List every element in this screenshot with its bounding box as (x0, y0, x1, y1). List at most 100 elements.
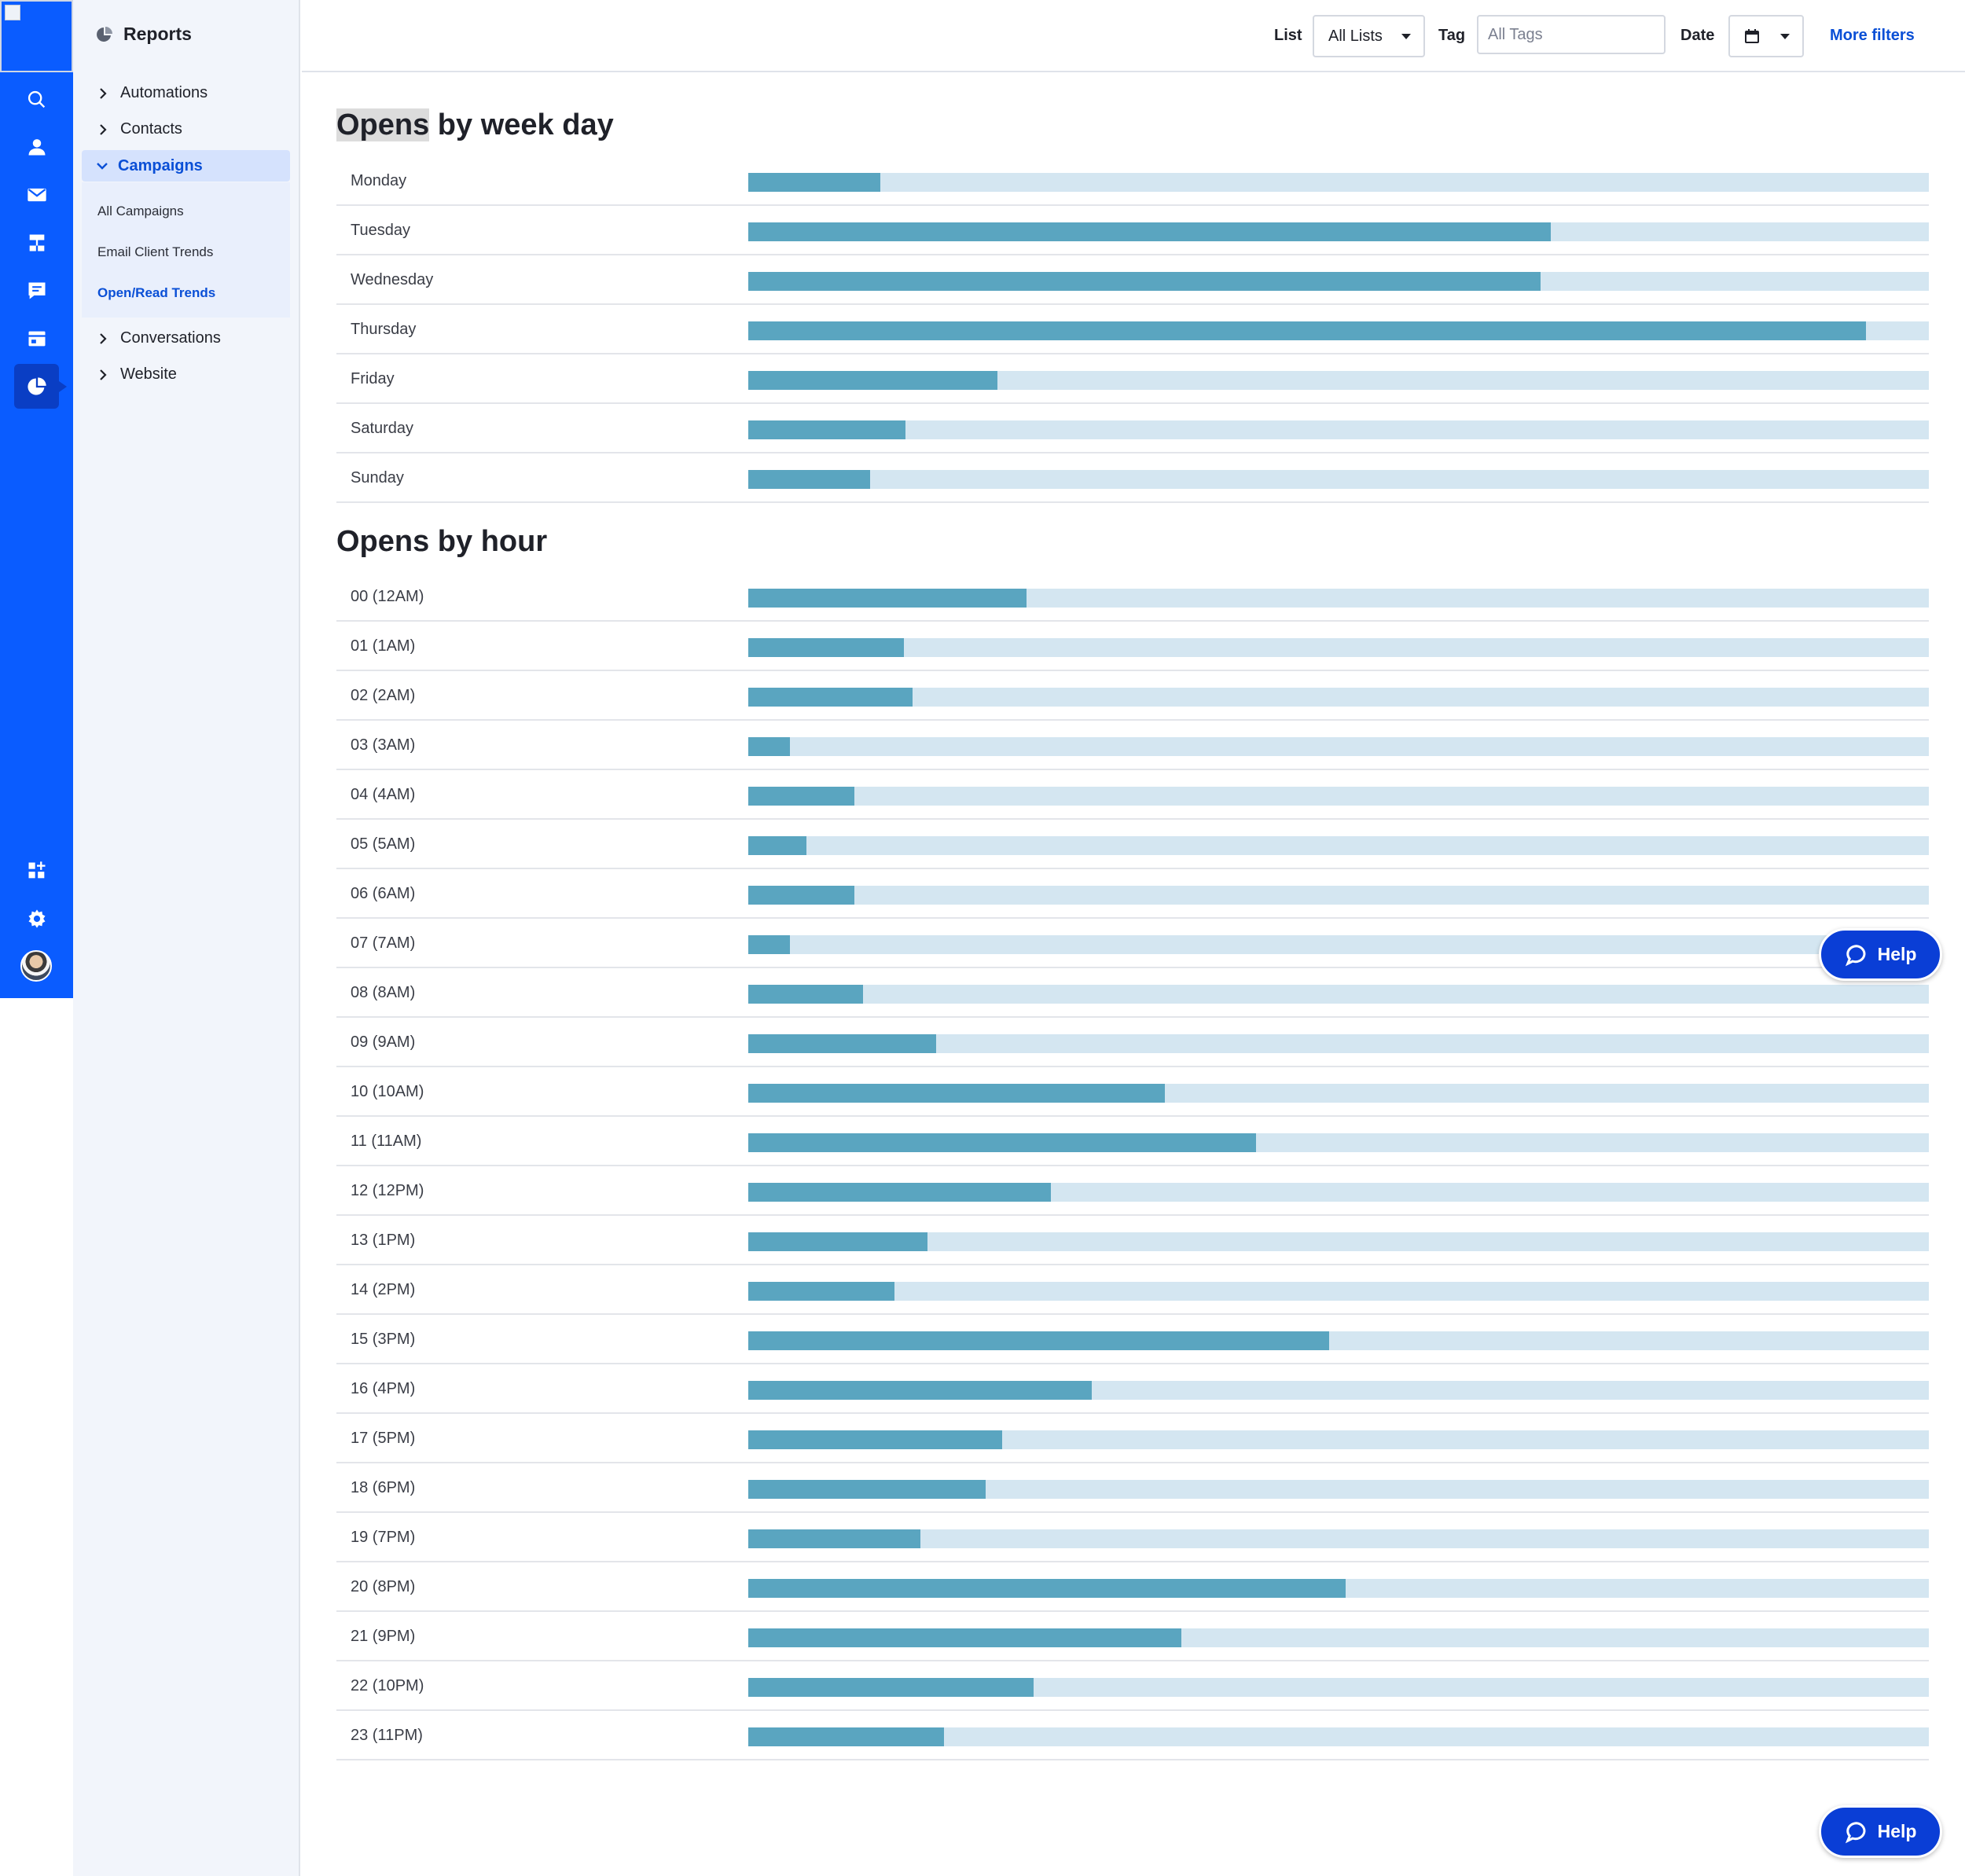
left-rail (0, 0, 73, 998)
avatar[interactable] (20, 950, 52, 982)
automations-icon[interactable] (14, 220, 59, 265)
bar-track (748, 1480, 1929, 1499)
bar-track (748, 321, 1929, 340)
bar-track (748, 1628, 1929, 1647)
bar-label: Wednesday (351, 271, 434, 288)
settings-icon[interactable] (14, 896, 59, 941)
bar-track (748, 1579, 1929, 1598)
bar-label: 21 (9PM) (351, 1628, 416, 1645)
help-button[interactable]: Help (1819, 928, 1942, 981)
bar-track (748, 737, 1929, 756)
sidebar-item-contacts[interactable]: Contacts (97, 120, 182, 138)
contacts-icon[interactable] (14, 124, 59, 169)
list-filter-label: List (1274, 27, 1302, 44)
bar-row: Wednesday (336, 255, 1929, 305)
bar-row: Thursday (336, 305, 1929, 354)
bar-fill (748, 1331, 1329, 1350)
sidebar-item-label: Contacts (120, 120, 182, 138)
bar-fill (748, 1727, 945, 1746)
bar-label: 19 (7PM) (351, 1529, 416, 1546)
bar-label: 04 (4AM) (351, 786, 416, 803)
bar-track (748, 1183, 1929, 1202)
bar-fill (748, 836, 806, 855)
bar-track (748, 1529, 1929, 1548)
chevron-down-icon (97, 163, 108, 170)
tag-input[interactable] (1477, 15, 1666, 54)
bar-fill (748, 1183, 1051, 1202)
bar-fill (748, 321, 1867, 340)
bar-fill (748, 1034, 936, 1053)
list-select[interactable]: All Lists (1313, 15, 1425, 57)
bar-row: 00 (12AM) (336, 572, 1929, 622)
bar-track (748, 935, 1929, 954)
bar-row: 22 (10PM) (336, 1661, 1929, 1711)
bar-fill (748, 222, 1552, 241)
bar-row: 13 (1PM) (336, 1216, 1929, 1265)
reports-icon[interactable] (14, 364, 67, 409)
bar-row: 04 (4AM) (336, 770, 1929, 820)
sidebar-item-label: Conversations (120, 329, 221, 347)
hour-title: Opens by hour (336, 525, 548, 558)
bar-fill (748, 371, 997, 390)
bar-fill (748, 886, 855, 905)
broken-image-icon (5, 5, 20, 20)
bar-fill (748, 1430, 1002, 1449)
bar-track (748, 1678, 1929, 1697)
campaigns-submenu: All Campaigns Email Client Trends Open/R… (82, 182, 290, 318)
bar-track (748, 1727, 1929, 1746)
bar-label: 13 (1PM) (351, 1232, 416, 1249)
sidebar-item-automations[interactable]: Automations (97, 84, 208, 102)
bar-row: 06 (6AM) (336, 869, 1929, 919)
bar-track (748, 1034, 1929, 1053)
conversations-icon[interactable] (14, 268, 59, 313)
bar-row: 21 (9PM) (336, 1612, 1929, 1661)
sidebar-item-campaigns[interactable]: Campaigns (82, 150, 290, 182)
bar-row: 08 (8AM) (336, 968, 1929, 1018)
bar-fill (748, 737, 790, 756)
bar-label: Thursday (351, 321, 417, 338)
chevron-right-icon (100, 332, 107, 344)
bar-label: 20 (8PM) (351, 1578, 416, 1595)
weekday-title: Opens by week day (336, 108, 614, 142)
bar-track (748, 886, 1929, 905)
bar-fill (748, 935, 790, 954)
apps-icon[interactable] (14, 848, 59, 893)
bar-track (748, 1282, 1929, 1301)
bar-row: Sunday (336, 453, 1929, 503)
website-icon[interactable] (14, 316, 59, 361)
email-icon[interactable] (14, 172, 59, 217)
help-label: Help (1877, 944, 1917, 964)
bar-fill (748, 173, 881, 192)
sidebar-subitem-open-read-trends[interactable]: Open/Read Trends (97, 285, 216, 300)
bar-label: 15 (3PM) (351, 1331, 416, 1348)
bar-row: 20 (8PM) (336, 1562, 1929, 1612)
sidebar-title: Reports (123, 24, 192, 44)
tag-filter-label: Tag (1438, 27, 1466, 44)
bar-fill (748, 1480, 986, 1499)
bar-fill (748, 1282, 895, 1301)
bar-fill (748, 1529, 921, 1548)
sidebar-item-label: Campaigns (118, 156, 203, 174)
bar-label: Tuesday (351, 222, 410, 239)
bar-fill (748, 1678, 1034, 1697)
bar-label: Sunday (351, 469, 404, 486)
sidebar-subitem-all-campaigns[interactable]: All Campaigns (97, 204, 184, 218)
sidebar-item-website[interactable]: Website (97, 365, 177, 384)
bar-track (748, 470, 1929, 489)
bar-row: 23 (11PM) (336, 1711, 1929, 1760)
more-filters-link[interactable]: More filters (1830, 27, 1915, 44)
bar-track (748, 272, 1929, 291)
list-select-value: All Lists (1328, 27, 1383, 45)
chat-bubble-icon (1845, 944, 1866, 966)
bar-row: 18 (6PM) (336, 1463, 1929, 1513)
sidebar-item-conversations[interactable]: Conversations (97, 329, 221, 347)
date-select[interactable] (1728, 15, 1804, 57)
search-icon[interactable] (14, 77, 59, 122)
bar-row: 15 (3PM) (336, 1315, 1929, 1364)
chevron-right-icon (100, 369, 107, 380)
bar-label: 01 (1AM) (351, 637, 416, 655)
sidebar-subitem-email-client-trends[interactable]: Email Client Trends (97, 244, 214, 259)
bar-row: 17 (5PM) (336, 1414, 1929, 1463)
logo-image[interactable] (0, 0, 73, 72)
help-button[interactable]: Help (1819, 1805, 1942, 1858)
